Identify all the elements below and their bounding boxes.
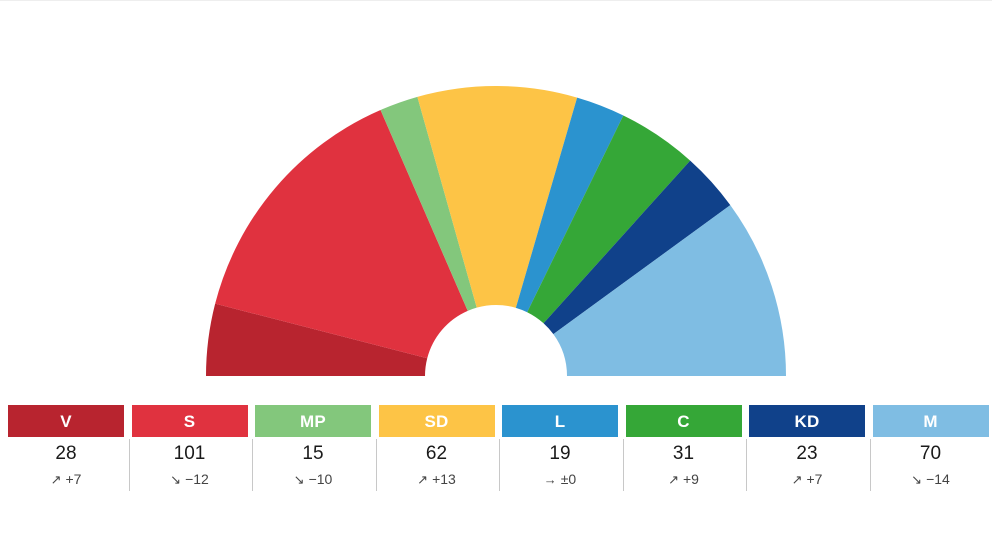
- seat-change-value: +9: [682, 471, 699, 487]
- seat-count: 101: [173, 443, 206, 464]
- arrow-flat-icon: →: [543, 472, 557, 487]
- seat-count: 28: [55, 443, 77, 464]
- seat-count: 15: [302, 443, 324, 464]
- seat-count: 70: [919, 443, 942, 464]
- legend-item-c: C 31 ↗ +9: [622, 405, 742, 493]
- party-legend: V 28 ↗ +7 S 101 ↘ −12 MP 15 ↘ −10 SD 62 ↗ +13 L 19 → ±0 C 31 ↗…: [8, 405, 989, 495]
- legend-divider: [375, 439, 377, 491]
- legend-item-sd: SD 62 ↗ +13: [375, 405, 495, 493]
- arrow-down-icon: ↘: [170, 472, 182, 487]
- seat-count: 62: [425, 443, 448, 464]
- seat-change: ↘ −14: [873, 470, 989, 489]
- party-label: SD: [378, 405, 495, 437]
- legend-item-kd: KD 23 ↗ +7: [746, 405, 865, 493]
- party-label: C: [625, 405, 742, 437]
- parliament-semicircle: [206, 85, 786, 376]
- seat-count: 19: [549, 443, 571, 464]
- seat-change: ↗ +7: [8, 470, 124, 489]
- legend-divider: [252, 439, 253, 491]
- seat-wedge-c: [527, 115, 691, 324]
- seat-wedge-s: [215, 109, 468, 359]
- legend-divider: [622, 439, 624, 491]
- legend-divider: [746, 439, 747, 491]
- seat-change-value: −12: [185, 471, 209, 487]
- seat-change-value: −14: [926, 471, 950, 487]
- legend-item-mp: MP 15 ↘ −10: [252, 405, 371, 493]
- legend-item-s: S 101 ↘ −12: [128, 405, 248, 493]
- seat-wedge-l: [515, 97, 624, 313]
- party-label: M: [872, 405, 989, 437]
- seat-change-value: ±0: [560, 471, 577, 487]
- seat-count: 23: [796, 443, 818, 464]
- party-label: S: [131, 405, 248, 437]
- party-label: MP: [255, 405, 371, 437]
- arrow-down-icon: ↘: [911, 472, 923, 487]
- seat-change: ↗ +7: [749, 470, 865, 489]
- seat-change-value: −10: [308, 471, 333, 487]
- legend-item-l: L 19 → ±0: [499, 405, 618, 493]
- party-label: V: [8, 405, 124, 437]
- legend-divider: [869, 439, 871, 491]
- legend-divider: [128, 439, 130, 491]
- seat-change: ↗ +9: [626, 470, 742, 489]
- party-label: KD: [749, 405, 865, 437]
- seat-change: ↗ +13: [379, 470, 495, 489]
- top-divider: [0, 0, 992, 1]
- seat-wedge-m: [553, 205, 786, 376]
- arrow-up-icon: ↗: [791, 472, 803, 487]
- seat-wedge-v: [206, 303, 428, 376]
- party-label: L: [502, 405, 618, 437]
- arrow-up-icon: ↗: [50, 472, 62, 487]
- arrow-down-icon: ↘: [293, 472, 305, 487]
- seat-change: ↘ −10: [255, 470, 371, 489]
- seat-change-value: +7: [65, 471, 82, 487]
- seat-wedge-sd: [417, 85, 578, 308]
- seat-change-value: +7: [806, 471, 823, 487]
- legend-divider: [499, 439, 500, 491]
- seat-count: 31: [672, 443, 695, 464]
- seat-change-value: +13: [432, 471, 456, 487]
- legend-item-m: M 70 ↘ −14: [869, 405, 989, 493]
- seat-change: → ±0: [502, 470, 618, 489]
- legend-item-v: V 28 ↗ +7: [8, 405, 124, 493]
- seat-wedge-mp: [380, 96, 477, 311]
- arrow-up-icon: ↗: [417, 472, 429, 487]
- arrow-up-icon: ↗: [668, 472, 679, 487]
- seat-wedge-kd: [543, 160, 731, 335]
- seat-change: ↘ −12: [132, 470, 248, 489]
